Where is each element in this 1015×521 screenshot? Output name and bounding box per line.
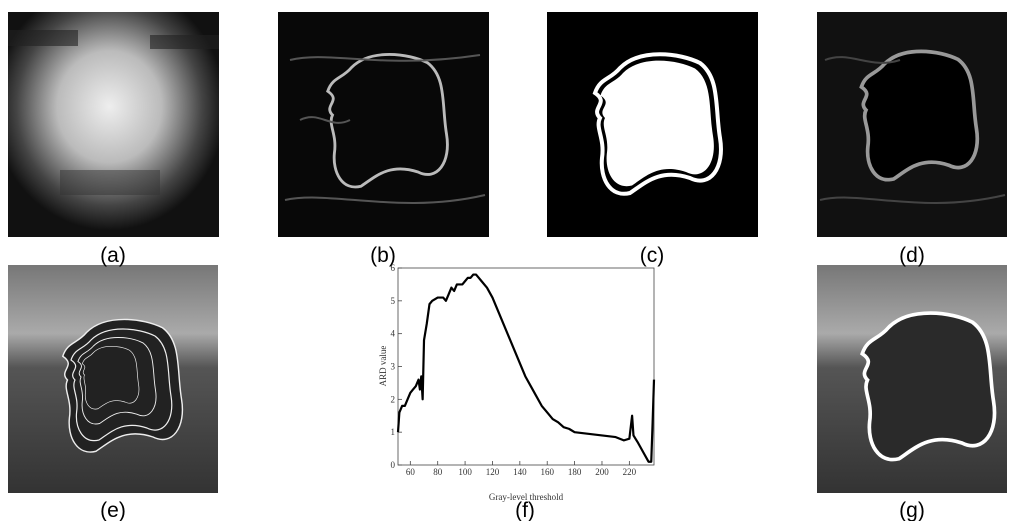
x-tick-label: 140: [513, 467, 527, 477]
x-axis-label: Gray-level threshold: [489, 492, 564, 502]
panel-c-image: [547, 12, 758, 237]
panel-e-image: [8, 265, 218, 493]
x-tick-label: 200: [595, 467, 609, 477]
panel-label: (g): [899, 499, 925, 521]
y-tick-label: 5: [391, 296, 396, 306]
y-tick-label: 4: [391, 329, 396, 339]
y-tick-label: 6: [391, 263, 396, 273]
y-tick-label: 2: [391, 394, 396, 404]
x-tick-label: 120: [486, 467, 500, 477]
y-tick-label: 3: [391, 362, 396, 372]
x-tick-label: 60: [406, 467, 416, 477]
panel-label: (e): [100, 499, 126, 521]
x-tick-label: 100: [458, 467, 472, 477]
y-axis-label: ARD value: [378, 346, 388, 387]
data-line: [396, 273, 656, 463]
panel-b-image: [278, 12, 489, 237]
y-tick-label: 0: [391, 460, 396, 470]
panel-label: (b): [370, 244, 396, 267]
panel-label: (a): [100, 244, 126, 267]
panel-label: (c): [640, 244, 665, 267]
y-tick-label: 1: [391, 427, 396, 437]
x-tick-label: 180: [568, 467, 582, 477]
line-chart: Gray-level threshold ARD value 60 80 100 12…: [378, 263, 656, 502]
panel-d-image: [817, 12, 1007, 237]
x-tick-label: 80: [433, 467, 443, 477]
panel-label: (d): [899, 244, 925, 267]
panel-a-image: [8, 12, 219, 237]
x-tick-label: 160: [540, 467, 554, 477]
x-tick-label: 220: [623, 467, 637, 477]
panel-g-image: [817, 265, 1007, 493]
panel-label: (f): [515, 499, 535, 521]
